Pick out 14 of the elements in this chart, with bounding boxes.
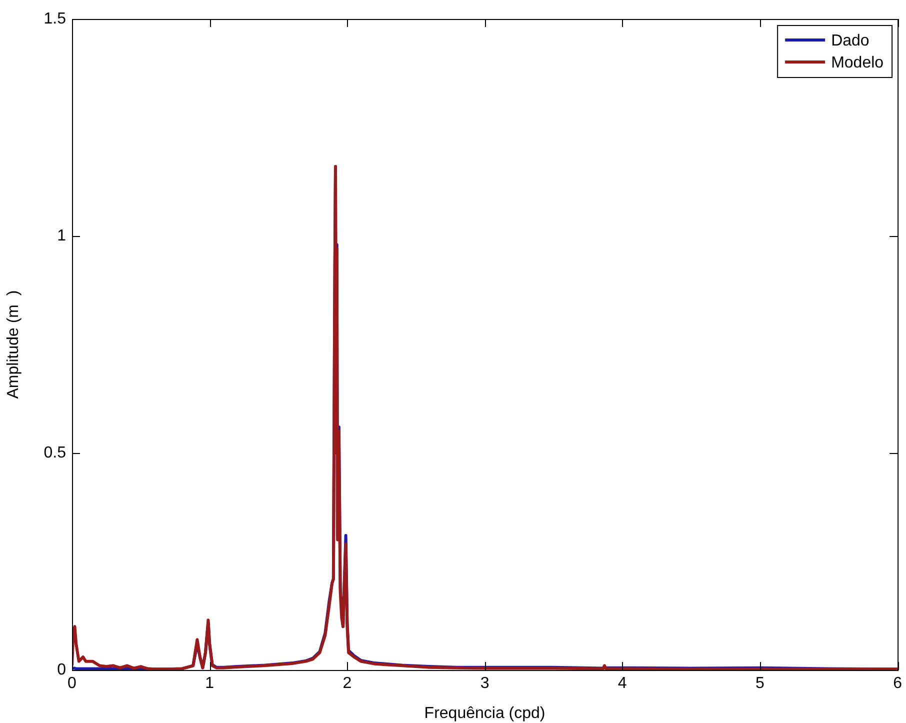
y-tick-label: 1.5: [44, 10, 66, 28]
y-tick-label: 1: [57, 227, 66, 244]
x-axis-title: Frequência (cpd): [424, 704, 546, 722]
legend-label: Dado: [831, 32, 870, 50]
x-tick-label: 3: [480, 675, 490, 692]
y-axis-title: Amplitude (m ): [5, 290, 22, 399]
x-tick-label: 2: [342, 675, 352, 692]
x-tick-label: 1: [205, 675, 214, 692]
y-tick-label: 0: [57, 661, 66, 678]
x-tick-label: 6: [893, 675, 902, 692]
x-tick-label: 4: [618, 675, 627, 692]
x-tick-label: 5: [756, 675, 765, 692]
y-tick-label: 0.5: [44, 444, 66, 462]
legend-label: Modelo: [831, 54, 884, 72]
